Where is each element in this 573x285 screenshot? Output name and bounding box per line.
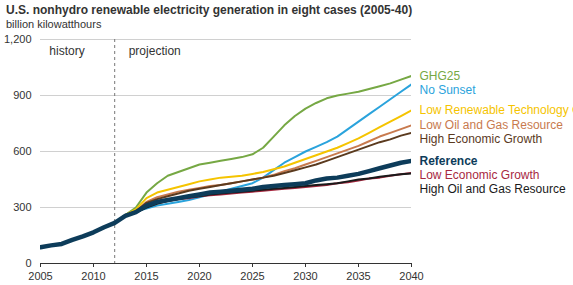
svg-text:No Sunset: No Sunset [420, 83, 477, 97]
svg-text:GHG25: GHG25 [420, 69, 461, 83]
svg-text:2010: 2010 [81, 270, 105, 282]
svg-text:900: 900 [13, 89, 31, 101]
html-text:billion kilowatthours: billion kilowatthours [6, 18, 102, 30]
svg-text:2025: 2025 [240, 270, 264, 282]
svg-text:600: 600 [13, 145, 31, 157]
svg-text:Reference: Reference [420, 154, 478, 168]
svg-text:High Oil and Gas Resource: High Oil and Gas Resource [420, 182, 566, 196]
svg-text:1,200: 1,200 [4, 33, 32, 45]
svg-text:300: 300 [13, 201, 31, 213]
svg-text:Low Oil and Gas Resource: Low Oil and Gas Resource [420, 118, 564, 132]
svg-text:2030: 2030 [293, 270, 317, 282]
svg-text:2005: 2005 [28, 270, 52, 282]
svg-text:2015: 2015 [134, 270, 158, 282]
svg-text:projection: projection [129, 44, 181, 58]
svg-text:High Economic Growth: High Economic Growth [420, 132, 543, 146]
svg-text:Low Economic Growth: Low Economic Growth [420, 168, 540, 182]
svg-text:2040: 2040 [399, 270, 423, 282]
svg-text:0: 0 [25, 257, 31, 269]
svg-text:2020: 2020 [187, 270, 211, 282]
svg-text:history: history [49, 44, 84, 58]
svg-text:2035: 2035 [346, 270, 370, 282]
svg-text:Low Renewable Technology Cost: Low Renewable Technology Cost [420, 103, 573, 117]
html-text:U.S. nonhydro renewable electr: U.S. nonhydro renewable electricity gene… [6, 3, 413, 17]
